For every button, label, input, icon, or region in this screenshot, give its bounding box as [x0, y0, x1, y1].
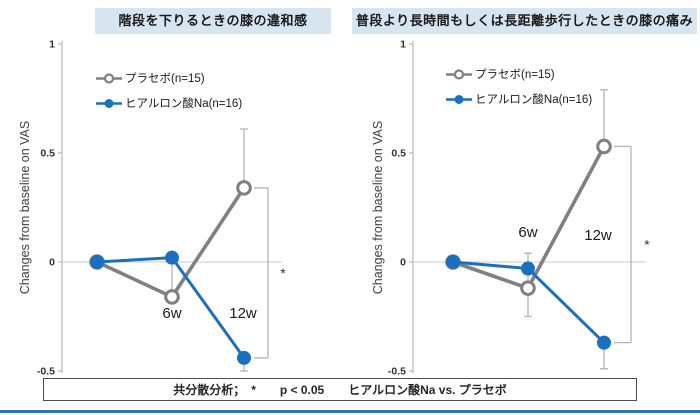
- legend-item-hyaluronate: ヒアルロン酸Na(n=16): [446, 91, 592, 107]
- footnote-text: 共分散分析； * p < 0.05 ヒアルロン酸Na vs. プラセボ: [173, 383, 507, 397]
- placebo-marker-icon: [96, 72, 122, 84]
- right-chart-title: 普段より長時間もしくは長距離歩行したときの膝の痛み: [352, 8, 697, 34]
- data-point-hyaluronate: [90, 255, 104, 269]
- legend-label-hyaluronate: ヒアルロン酸Na(n=16): [125, 98, 243, 110]
- hyaluronate-marker-icon: [446, 94, 472, 104]
- data-point-hyaluronate: [446, 255, 460, 269]
- hyaluronate-marker-icon: [96, 98, 122, 108]
- bottom-accent-rule: [0, 410, 700, 413]
- legend-item-placebo: プラセボ(n=15): [96, 70, 242, 86]
- y-tick-label: -0.5: [388, 366, 406, 378]
- data-point-placebo: [236, 180, 252, 196]
- y-tick-label: -0.5: [37, 366, 55, 378]
- significance-star: *: [644, 237, 650, 253]
- data-point-hyaluronate: [165, 250, 179, 265]
- left-chart-legend: プラセボ(n=15) ヒアルロン酸Na(n=16): [96, 70, 242, 111]
- left-chart-title: 階段を下りるときの膝の違和感: [95, 8, 331, 34]
- placebo-marker-icon: [446, 68, 472, 80]
- data-point-placebo: [520, 280, 536, 296]
- data-point-hyaluronate: [237, 350, 251, 365]
- series-line-placebo: [96, 186, 246, 300]
- x-point-label: 6w: [518, 224, 537, 241]
- y-tick-label: 1: [400, 39, 406, 51]
- right-chart-legend: プラセボ(n=15) ヒアルロン酸Na(n=16): [446, 66, 592, 107]
- legend-item-placebo: プラセボ(n=15): [446, 66, 592, 82]
- footnote-box: 共分散分析； * p < 0.05 ヒアルロン酸Na vs. プラセボ: [43, 378, 637, 401]
- legend-label-placebo: プラセボ(n=15): [125, 73, 205, 85]
- y-tick-label: 0: [400, 257, 406, 269]
- data-point-placebo: [596, 138, 612, 155]
- y-tick-label: 1: [49, 39, 55, 51]
- x-point-label: 12w: [229, 305, 257, 322]
- x-point-label: 12w: [584, 227, 612, 244]
- x-point-label: 6w: [162, 305, 181, 322]
- y-tick-label: 0.5: [40, 148, 55, 160]
- data-point-placebo: [164, 289, 180, 305]
- y-tick-label: 0: [49, 257, 55, 269]
- data-point-hyaluronate: [597, 335, 611, 350]
- legend-label-placebo: プラセボ(n=15): [475, 69, 555, 81]
- right-chart: 1 0.5 0 -0.5 * 6w 12w: [388, 39, 650, 378]
- significance-star: *: [280, 265, 286, 281]
- y-tick-label: 0.5: [391, 148, 406, 160]
- data-point-hyaluronate: [521, 261, 535, 276]
- legend-item-hyaluronate: ヒアルロン酸Na(n=16): [96, 95, 242, 111]
- legend-label-hyaluronate: ヒアルロン酸Na(n=16): [475, 94, 593, 106]
- left-chart: 1 0.5 0 -0.5 * 6w 12w: [37, 39, 286, 378]
